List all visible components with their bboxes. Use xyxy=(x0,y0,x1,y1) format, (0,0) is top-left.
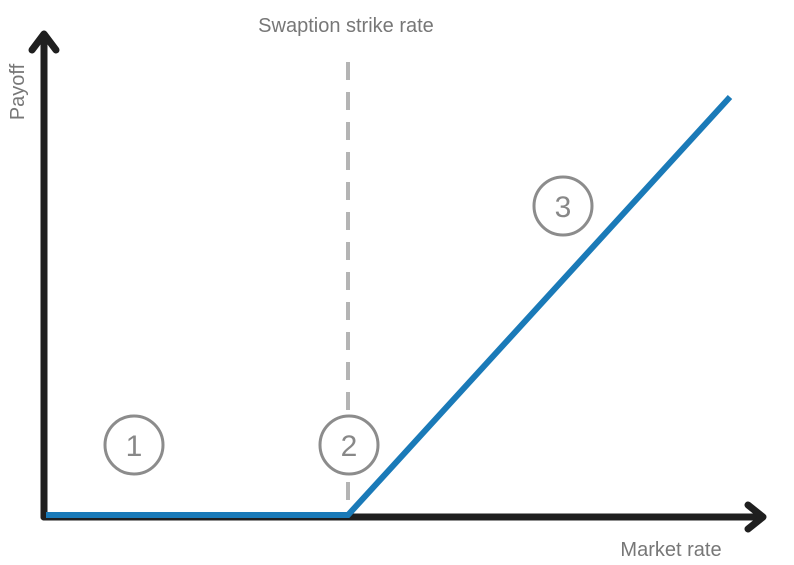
y-axis-label: Payoff xyxy=(7,63,29,120)
payoff-line xyxy=(46,94,733,518)
x-axis-arrowhead xyxy=(744,501,767,533)
x-axis-label: Market rate xyxy=(620,539,721,561)
region-marker-1: 1 xyxy=(103,414,165,476)
y-axis xyxy=(28,30,60,521)
region-marker-2-label: 2 xyxy=(341,430,358,463)
region-marker-3-label: 3 xyxy=(555,191,572,224)
region-marker-2: 2 xyxy=(318,414,380,476)
region-marker-3: 3 xyxy=(532,175,594,237)
region-marker-1-label: 1 xyxy=(126,430,143,463)
y-axis-arrowhead xyxy=(28,30,60,54)
strike-label: Swaption strike rate xyxy=(258,15,434,37)
